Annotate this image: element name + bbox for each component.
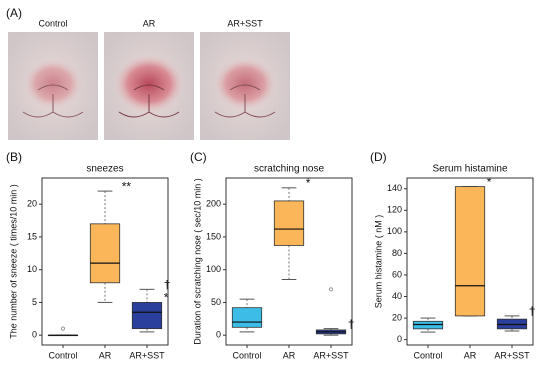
chart-title: sneezes [86,164,123,175]
box [131,302,163,330]
outlier [60,326,66,331]
x-tick-label: Control [413,350,442,360]
outlier [328,287,334,292]
significance: * [306,176,311,190]
photo-label: AR [143,18,156,28]
photo-label: Control [38,18,67,28]
x-tick-label: AR [464,350,477,360]
y-tick-label: 15 [27,231,37,241]
y-axis-label: Serum histamine ( nM ) [373,215,383,309]
plot-frame [406,177,534,346]
box [89,223,121,284]
y-tick-label: 0 [397,334,402,344]
panel-label: (B) [6,150,22,164]
y-tick-label: 120 [387,205,402,215]
photo [200,32,290,140]
y-tick-label: 0 [216,330,221,340]
x-tick-label: AR [99,350,112,360]
y-tick-label: 140 [387,183,402,193]
y-tick-label: 150 [206,231,221,241]
significance: * [487,175,492,189]
photos: Control AR AR+SST [8,18,290,140]
y-tick-label: 200 [206,199,221,209]
y-tick-label: 60 [392,269,402,279]
y-tick-label: 40 [392,291,402,301]
panel-label: (C) [190,150,207,164]
plot-frame [41,177,169,346]
box [231,307,263,328]
y-tick-label: 50 [211,297,221,307]
y-tick-label: 20 [392,312,402,322]
significance: ** [122,179,132,193]
y-tick-label: 5 [32,297,37,307]
chart-title: scratching nose [254,164,324,175]
y-tick-label: 80 [392,248,402,258]
y-tick-label: 10 [27,264,37,274]
x-tick-label: Control [232,350,261,360]
x-tick-label: AR+SST [494,350,530,360]
x-tick-label: AR+SST [129,350,165,360]
plot-frame [225,177,353,346]
photo [104,32,194,140]
y-tick-label: 100 [206,264,221,274]
photo [8,32,98,140]
panel-label: (D) [370,150,387,164]
box [454,186,486,317]
box [273,200,305,246]
y-axis-label: The number of sneeze ( times/10 min ) [8,184,18,339]
chart-title: Serum histamine [432,164,507,175]
significance: † [348,317,355,331]
y-tick-label: 100 [387,226,402,236]
significance: † [529,304,536,318]
y-tick-label: 20 [27,199,37,209]
x-tick-label: AR+SST [313,350,349,360]
y-axis-label: Duration of scratching nose ( sec/10 min… [192,178,202,345]
y-tick-label: 0 [32,330,37,340]
x-tick-label: AR [283,350,296,360]
significance: † [164,278,171,292]
panel-label: (A) [6,6,22,20]
significance: * [164,291,169,305]
x-tick-label: Control [48,350,77,360]
photo-label: AR+SST [227,18,263,28]
